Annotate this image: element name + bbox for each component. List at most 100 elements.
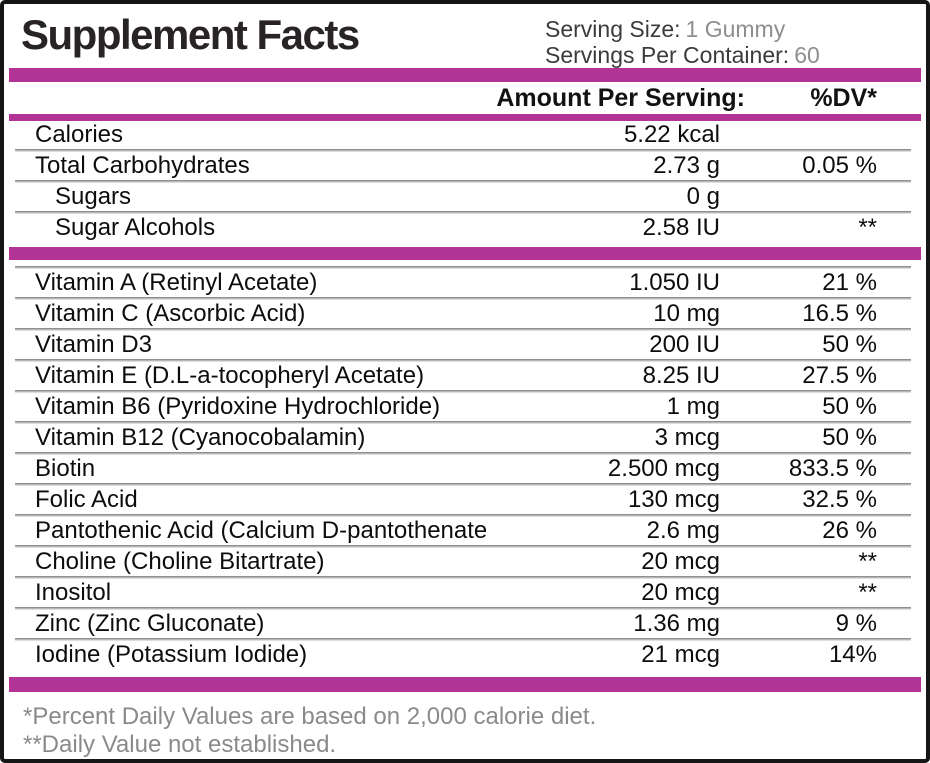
table-row: Vitamin D3 200 IU 50 % <box>9 331 921 359</box>
nutrient-name: Zinc (Zinc Gluconate) <box>35 610 265 637</box>
row-divider <box>15 297 911 300</box>
table-row: Vitamin E (D.L-a-tocopheryl Acetate) 8.2… <box>9 362 921 390</box>
table-row: Biotin 2.500 mcg 833.5 % <box>9 455 921 483</box>
servings-per-container-value: 60 <box>794 42 820 68</box>
nutrient-name: Sugars <box>55 183 132 210</box>
nutrient-name: Vitamin A (Retinyl Acetate) <box>35 269 318 296</box>
amount-value: 20 mcg <box>641 579 720 606</box>
dv-value: ** <box>858 214 877 241</box>
row-divider <box>15 149 911 152</box>
table-row: Folic Acid 130 mcg 32.5 % <box>9 486 921 514</box>
footnotes: *Percent Daily Values are based on 2,000… <box>9 701 921 759</box>
page-title: Supplement Facts <box>21 11 360 58</box>
amount-value: 2.500 mcg <box>607 455 720 482</box>
table-row: Choline (Choline Bitartrate) 20 mcg ** <box>9 548 921 576</box>
amount-value: 2.6 mg <box>646 517 720 544</box>
table-row: Inositol 20 mcg ** <box>9 579 921 607</box>
row-divider <box>15 421 911 424</box>
serving-info: Serving Size: 1 Gummy Servings Per Contai… <box>545 13 919 68</box>
amount-value: 2.73 g <box>653 152 720 179</box>
accent-bar-bottom <box>9 677 921 692</box>
nutrient-name: Folic Acid <box>35 486 138 513</box>
table-row: Total Carbohydrates 2.73 g 0.05 % <box>9 152 921 180</box>
amount-value: 200 IU <box>649 331 720 358</box>
row-divider <box>15 266 911 269</box>
label-header: Supplement Facts Serving Size: 1 Gummy Se… <box>9 4 921 68</box>
percent-dv-header: %DV* <box>810 83 877 112</box>
table-row: Calories 5.22 kcal <box>9 121 921 149</box>
dv-value: 0.05 % <box>802 152 877 179</box>
serving-size-line: Serving Size: 1 Gummy <box>545 16 919 42</box>
row-divider <box>15 211 911 214</box>
servings-per-container-label: Servings Per Container: <box>545 42 790 68</box>
dv-value: 16.5 % <box>802 300 877 327</box>
table-row: Iodine (Potassium Iodide) 21 mcg 14% <box>9 641 921 669</box>
row-divider <box>15 390 911 393</box>
amount-value: 130 mcg <box>627 486 720 513</box>
amount-value: 8.25 IU <box>642 362 720 389</box>
row-divider <box>15 359 911 362</box>
amount-value: 3 mcg <box>654 424 720 451</box>
row-divider <box>15 483 911 486</box>
row-divider <box>15 638 911 641</box>
serving-size-value: 1 Gummy <box>685 16 786 42</box>
row-divider <box>15 328 911 331</box>
table-row: Sugar Alcohols 2.58 IU ** <box>9 214 921 242</box>
dv-value: 26 % <box>822 517 877 544</box>
dv-value: 21 % <box>822 269 877 296</box>
table-row: Vitamin B12 (Cyanocobalamin) 3 mcg 50 % <box>9 424 921 452</box>
amount-per-serving-header: Amount Per Serving: <box>496 83 745 112</box>
dv-value: ** <box>858 548 877 575</box>
row-divider <box>15 545 911 548</box>
table-row: Vitamin A (Retinyl Acetate) 1.050 IU 21 … <box>9 269 921 297</box>
dv-value: ** <box>858 579 877 606</box>
serving-size-label: Serving Size: <box>545 16 681 42</box>
dv-value: 27.5 % <box>802 362 877 389</box>
amount-value: 1.36 mg <box>633 610 720 637</box>
accent-bar-top <box>9 68 921 82</box>
row-divider <box>15 452 911 455</box>
footnote-daily-values: *Percent Daily Values are based on 2,000… <box>23 703 597 730</box>
nutrient-name: Iodine (Potassium Iodide) <box>35 641 308 668</box>
macronutrient-section: Calories 5.22 kcal Total Carbohydrates 2… <box>9 121 921 242</box>
vitamin-mineral-section: Vitamin A (Retinyl Acetate) 1.050 IU 21 … <box>9 266 921 669</box>
amount-value: 2.58 IU <box>642 214 720 241</box>
nutrient-name: Choline (Choline Bitartrate) <box>35 548 325 575</box>
row-divider <box>15 180 911 183</box>
accent-bar-under-header <box>9 114 921 121</box>
dv-value: 50 % <box>822 393 877 420</box>
nutrient-name: Calories <box>35 121 124 148</box>
dv-value: 32.5 % <box>802 486 877 513</box>
nutrient-name: Vitamin E (D.L-a-tocopheryl Acetate) <box>35 362 425 389</box>
table-row: Sugars 0 g <box>9 183 921 211</box>
row-divider <box>15 576 911 579</box>
servings-per-container-line: Servings Per Container: 60 <box>545 42 919 68</box>
dv-value: 9 % <box>835 610 877 637</box>
table-row: Vitamin B6 (Pyridoxine Hydrochloride) 1 … <box>9 393 921 421</box>
nutrient-name: Inositol <box>35 579 112 606</box>
nutrient-name: Biotin <box>35 455 96 482</box>
nutrient-name: Total Carbohydrates <box>35 152 250 179</box>
nutrient-name: Vitamin C (Ascorbic Acid) <box>35 300 306 327</box>
dv-value: 50 % <box>822 424 877 451</box>
amount-value: 20 mcg <box>641 548 720 575</box>
table-row: Vitamin C (Ascorbic Acid) 10 mg 16.5 % <box>9 300 921 328</box>
amount-value: 5.22 kcal <box>623 121 720 148</box>
nutrient-name: Vitamin B6 (Pyridoxine Hydrochloride) <box>35 393 441 420</box>
row-divider <box>15 607 911 610</box>
dv-value: 833.5 % <box>788 455 877 482</box>
amount-value: 21 mcg <box>641 641 720 668</box>
column-header-row: Amount Per Serving: %DV* <box>9 82 921 114</box>
nutrient-name: Pantothenic Acid (Calcium D-pantothenate… <box>35 517 486 544</box>
row-divider <box>15 514 911 517</box>
amount-value: 0 g <box>686 183 720 210</box>
nutrient-name: Vitamin D3 <box>35 331 152 358</box>
nutrient-name: Vitamin B12 (Cyanocobalamin) <box>35 424 366 451</box>
nutrient-name: Sugar Alcohols <box>55 214 216 241</box>
dv-value: 14% <box>828 641 877 668</box>
accent-bar-middle <box>9 247 921 260</box>
amount-value: 1 mg <box>666 393 720 420</box>
amount-value: 10 mg <box>653 300 720 327</box>
footnote-not-established: **Daily Value not established. <box>23 731 337 758</box>
